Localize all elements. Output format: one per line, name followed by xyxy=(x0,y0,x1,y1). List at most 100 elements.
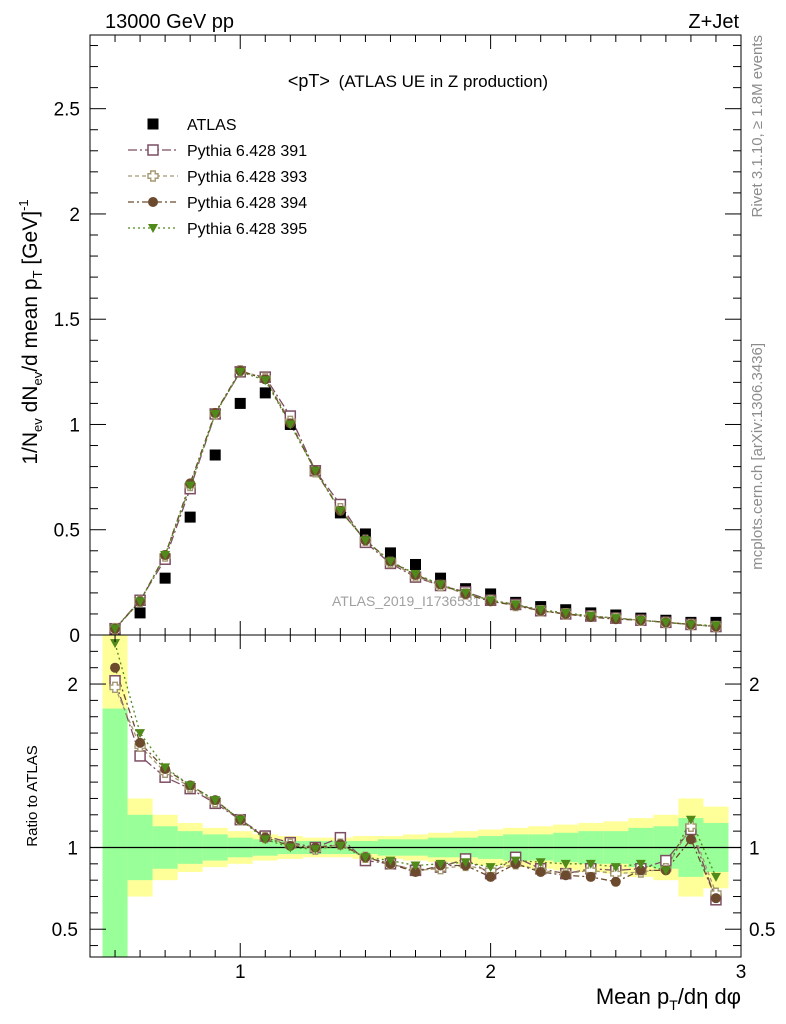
main-point-atlas xyxy=(234,397,246,409)
main-point-p395 xyxy=(235,367,246,377)
ratio-point-p393 xyxy=(109,681,121,694)
legend-marker-p394 xyxy=(148,197,158,207)
ratio-point-p395 xyxy=(385,856,396,866)
main-ylabel: 1/Nev dNev/d mean pT [GeV]-1 xyxy=(16,199,45,464)
xtick-label: 2 xyxy=(485,962,496,983)
ratio-point-p395 xyxy=(510,856,521,866)
main-point-atlas xyxy=(485,588,497,600)
main-point-p395 xyxy=(110,624,121,634)
legend-label-p393: Pythia 6.428 393 xyxy=(187,169,307,186)
watermark: ATLAS_2019_I1736531 xyxy=(332,593,481,609)
side-label-bottom: mcplots.cern.ch [arXiv:1306.3436] xyxy=(749,343,766,570)
main-ytick-label: 0 xyxy=(69,626,80,647)
main-point-p395 xyxy=(310,466,321,476)
plot-title-main: <pT> xyxy=(288,71,330,91)
xtick-labels: 1 2 3 xyxy=(235,962,746,983)
ratio-point-p395 xyxy=(660,866,671,876)
ratio-point-p395 xyxy=(135,729,146,739)
main-line-p391 xyxy=(114,371,717,630)
ratio-ytick-label-left: 0.5 xyxy=(52,920,78,941)
ratio-series-markers xyxy=(109,639,722,906)
ratio-point-p395 xyxy=(160,763,171,773)
main-point-atlas xyxy=(159,572,171,584)
ratio-point-p395 xyxy=(635,859,646,869)
main-point-p395 xyxy=(710,621,721,631)
main-point-p395 xyxy=(385,557,396,567)
main-ticks xyxy=(89,35,742,636)
main-point-p395 xyxy=(560,608,571,618)
main-point-p395 xyxy=(610,614,621,624)
ratio-ytick-label-left: 2 xyxy=(67,675,78,696)
ratio-point-p395 xyxy=(310,845,321,855)
legend-label-p395: Pythia 6.428 395 xyxy=(187,221,307,238)
main-point-p395 xyxy=(260,376,271,386)
main-point-p395 xyxy=(485,596,496,606)
main-point-p395 xyxy=(435,580,446,590)
ratio-ytick-label-right: 0.5 xyxy=(749,920,775,941)
ratio-point-p394 xyxy=(110,662,121,673)
header-right: Z+Jet xyxy=(688,11,739,33)
ratio-point-p395 xyxy=(285,843,296,853)
main-point-p395 xyxy=(360,536,371,546)
main-point-p395 xyxy=(685,620,696,630)
ratio-point-p395 xyxy=(210,796,221,806)
ratio-point-p395 xyxy=(435,859,446,869)
main-point-p395 xyxy=(285,420,296,430)
main-point-p395 xyxy=(635,616,646,626)
main-point-atlas xyxy=(134,607,146,619)
ratio-point-p394 xyxy=(610,876,621,887)
legend-label-p394: Pythia 6.428 394 xyxy=(187,195,307,212)
legend-marker-p395 xyxy=(148,224,158,233)
ratio-ticks xyxy=(89,634,742,957)
xtick-label: 3 xyxy=(736,962,747,983)
xtick-label: 1 xyxy=(235,962,246,983)
side-label-top: Rivet 3.1.10, ≥ 1.8M events xyxy=(749,35,766,218)
ratio-panel: 0.5 0.5 1 1 2 2 1 2 3 Ratio to ATLAS Mean pT/dη… xyxy=(24,634,775,1013)
main-point-p395 xyxy=(585,612,596,622)
main-point-p395 xyxy=(410,569,421,579)
ratio-point-p394 xyxy=(560,870,571,881)
main-point-p395 xyxy=(160,551,171,560)
main-point-atlas xyxy=(410,558,421,570)
main-ytick-labels: 0 0.5 1 1.5 2 2.5 xyxy=(54,100,80,647)
main-series-markers xyxy=(109,365,722,638)
header-left: 13000 GeV pp xyxy=(105,11,234,33)
main-ytick-label: 1 xyxy=(69,415,80,436)
ratio-point-p395 xyxy=(260,835,271,845)
legend-marker-atlas xyxy=(147,118,159,130)
ratio-point-p394 xyxy=(535,867,546,878)
ratio-point-p395 xyxy=(485,863,496,873)
ratio-point-p395 xyxy=(535,858,546,868)
main-point-atlas xyxy=(184,511,196,523)
xlabel: Mean pT/dη dφ xyxy=(596,984,741,1013)
legend: ATLAS Pythia 6.428 391 Pythia 6.428 393 Pyt… xyxy=(128,117,307,238)
main-ytick-label: 2.5 xyxy=(54,100,80,121)
ratio-point-p395 xyxy=(410,861,421,871)
main-ytick-label: 2 xyxy=(69,205,80,226)
main-point-p395 xyxy=(210,409,221,419)
main-panel: 0 0.5 1 1.5 2 2.5 <pT> (ATLAS UE in Z product… xyxy=(16,34,742,647)
ratio-point-p394 xyxy=(135,737,146,748)
main-point-atlas xyxy=(209,449,221,461)
main-point-atlas xyxy=(259,387,271,399)
main-point-p395 xyxy=(660,618,671,628)
ratio-ytick-label-right: 2 xyxy=(749,675,760,696)
ratio-point-p394 xyxy=(635,865,646,876)
ratio-point-p394 xyxy=(585,871,596,882)
ratio-point-p395 xyxy=(560,859,571,869)
ratio-ylabel: Ratio to ATLAS xyxy=(24,745,41,846)
ratio-point-p394 xyxy=(410,867,421,878)
ratio-point-p395 xyxy=(110,639,121,649)
main-point-p395 xyxy=(185,481,196,491)
ratio-point-p395 xyxy=(685,815,696,825)
ratio-point-p394 xyxy=(710,893,721,904)
ratio-bands xyxy=(102,635,729,957)
legend-marker-p393 xyxy=(147,170,159,182)
main-line-p395 xyxy=(114,371,716,630)
ratio-point-p395 xyxy=(460,858,471,868)
legend-label-atlas: ATLAS xyxy=(187,117,237,134)
plot-title-sub: (ATLAS UE in Z production) xyxy=(339,72,548,91)
ratio-point-p395 xyxy=(610,863,621,873)
main-line-p394 xyxy=(114,370,717,630)
ratio-point-p394 xyxy=(485,871,496,882)
